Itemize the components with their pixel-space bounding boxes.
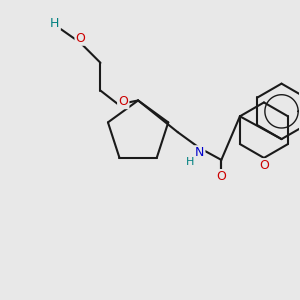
Text: H: H <box>50 17 60 30</box>
Text: N: N <box>195 146 204 160</box>
Text: O: O <box>118 95 128 108</box>
Text: H: H <box>185 157 194 167</box>
Text: O: O <box>259 159 269 172</box>
Text: O: O <box>216 170 226 183</box>
Text: O: O <box>76 32 85 44</box>
